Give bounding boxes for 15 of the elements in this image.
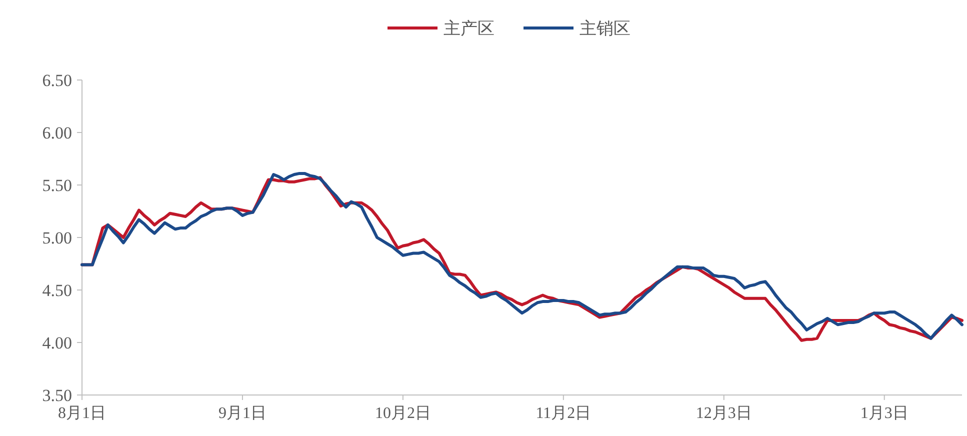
x-tick-label: 11月2日 bbox=[536, 405, 592, 422]
y-tick-label: 6.00 bbox=[42, 124, 72, 142]
legend-label: 主产区 bbox=[444, 19, 494, 38]
x-tick-label: 12月3日 bbox=[696, 405, 752, 422]
y-tick-label: 4.00 bbox=[42, 334, 72, 352]
x-tick-label: 10月2日 bbox=[374, 405, 431, 422]
legend-label: 主销区 bbox=[580, 19, 630, 38]
x-tick-label: 8月1日 bbox=[58, 405, 106, 422]
y-tick-label: 3.50 bbox=[42, 386, 72, 405]
y-tick-label: 4.50 bbox=[42, 281, 72, 300]
y-tick-label: 5.00 bbox=[42, 228, 72, 248]
y-tick-label: 6.50 bbox=[42, 71, 72, 90]
x-tick-label: 9月1日 bbox=[218, 405, 266, 422]
y-tick-label: 5.50 bbox=[42, 176, 72, 195]
x-tick-label: 1月3日 bbox=[860, 405, 908, 422]
